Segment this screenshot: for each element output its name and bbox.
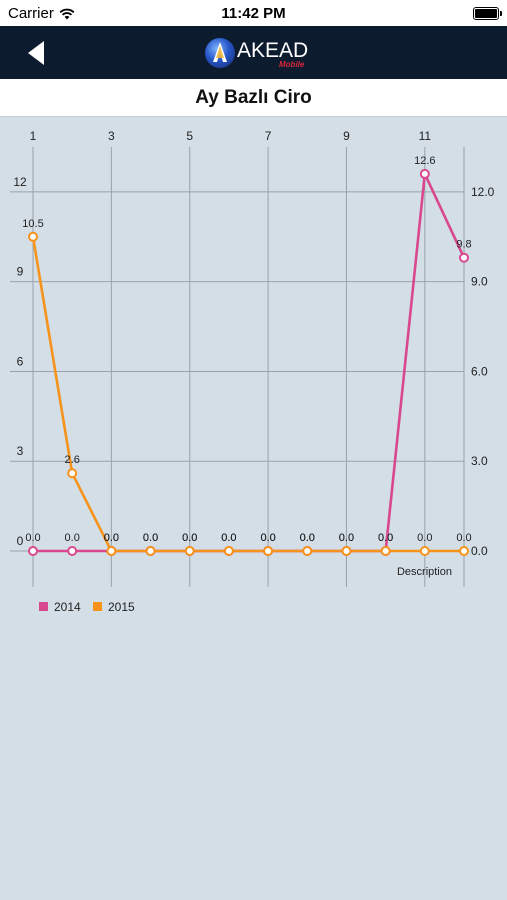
data-point-2015 (67, 468, 78, 479)
data-label-2014: 0.0 (25, 532, 40, 544)
data-label-2015: 0.0 (417, 532, 432, 544)
x-tick-label: 3 (108, 129, 115, 143)
data-point-2015 (302, 546, 313, 556)
y-tick-label-left: 6 (17, 354, 24, 368)
y-tick-label-right: 9.0 (471, 275, 488, 289)
data-label-2015: 0.0 (143, 532, 158, 544)
data-label-2015: 2.6 (65, 454, 80, 466)
data-point-2014 (459, 252, 469, 263)
x-tick-label: 7 (265, 129, 272, 143)
series-line-2014 (33, 172, 466, 553)
series-line-2015 (31, 236, 464, 553)
battery-icon (473, 7, 502, 20)
x-tick-label: 1 (30, 129, 37, 143)
title-bar: Ay Bazlı Ciro (0, 79, 507, 117)
legend-label-2015: 2015 (108, 600, 135, 614)
data-label-2014: 12.6 (414, 155, 435, 167)
x-tick-label: 5 (186, 129, 193, 143)
data-label-2014: 0.0 (378, 532, 393, 544)
data-label-2014: 0.0 (300, 532, 315, 544)
x-tick-label: 9 (343, 129, 350, 143)
y-tick-label-left: 12 (13, 175, 27, 189)
y-tick-label-left: 9 (17, 265, 24, 279)
legend-swatch-2015 (93, 602, 102, 611)
logo-a-icon (213, 42, 227, 62)
data-point-2015 (419, 546, 430, 556)
legend-label-2014: 2014 (54, 600, 81, 614)
logo-text: AKEAD (237, 39, 309, 62)
chart-description: Description (397, 566, 452, 578)
data-label-2014: 0.0 (182, 532, 197, 544)
data-label-2015: 0.0 (182, 532, 197, 544)
x-tick-label: 11 (419, 129, 432, 143)
data-label-2015: 0.0 (260, 532, 275, 544)
data-point-2015 (223, 546, 234, 556)
data-label-2015: 0.0 (221, 532, 236, 544)
y-tick-label-left: 0 (17, 534, 24, 548)
data-point-2014 (67, 546, 78, 556)
page-title: Ay Bazlı Ciro (195, 87, 312, 108)
data-point-2015 (341, 546, 352, 556)
data-label-2014: 0.0 (104, 532, 119, 544)
data-point-2015 (145, 546, 156, 556)
y-tick-label-right: 0.0 (471, 544, 488, 558)
chart-container: 1 3 5 7 9 11 0 3 6 9 12 0.0 3.0 6.0 9.0 12.0 Description… (0, 117, 507, 637)
y-tick-label-left: 3 (17, 444, 24, 458)
line-chart[interactable]: 1 3 5 7 9 11 0 3 6 9 12 0.0 3.0 6.0 9.0 12.0 Description… (0, 117, 507, 637)
status-time: 11:42 PM (221, 5, 286, 22)
data-label-2015: 10.5 (22, 218, 43, 230)
data-label-2014: 0.0 (65, 532, 80, 544)
data-label-2015: 0.0 (300, 532, 315, 544)
akead-logo: AKEAD Mobile (205, 35, 315, 71)
data-point-2015 (263, 546, 274, 556)
y-tick-label-right: 6.0 (471, 364, 488, 378)
data-label-2014: 0.0 (339, 532, 354, 544)
data-point-2015 (459, 546, 469, 556)
data-label-2015: 0.0 (104, 532, 119, 544)
y-tick-label-right: 12.0 (471, 185, 495, 199)
data-point-2015 (106, 546, 117, 556)
data-label-2015: 0.0 (456, 532, 471, 544)
back-arrow-icon[interactable] (22, 38, 52, 68)
legend-swatch-2014 (39, 602, 48, 611)
carrier-label: Carrier (8, 5, 54, 22)
logo-subtext: Mobile (279, 60, 305, 69)
y-tick-label-right: 3.0 (471, 454, 488, 468)
data-label-2014: 9.8 (456, 239, 471, 251)
status-bar: Carrier 11:42 PM (0, 0, 507, 26)
data-point-2014 (419, 168, 430, 179)
carrier-group: Carrier (8, 5, 75, 22)
data-label-2014: 0.0 (143, 532, 158, 544)
data-label-2014: 0.0 (221, 532, 236, 544)
data-label-2014: 0.0 (260, 532, 275, 544)
data-point-2015 (184, 546, 195, 556)
wifi-icon (59, 8, 75, 19)
data-point-2015 (380, 546, 391, 556)
data-label-2015: 0.0 (339, 532, 354, 544)
data-point-2014 (28, 546, 38, 556)
data-label-2015: 0.0 (378, 532, 393, 544)
nav-bar: AKEAD Mobile (0, 26, 507, 79)
data-point-2015 (28, 231, 38, 242)
